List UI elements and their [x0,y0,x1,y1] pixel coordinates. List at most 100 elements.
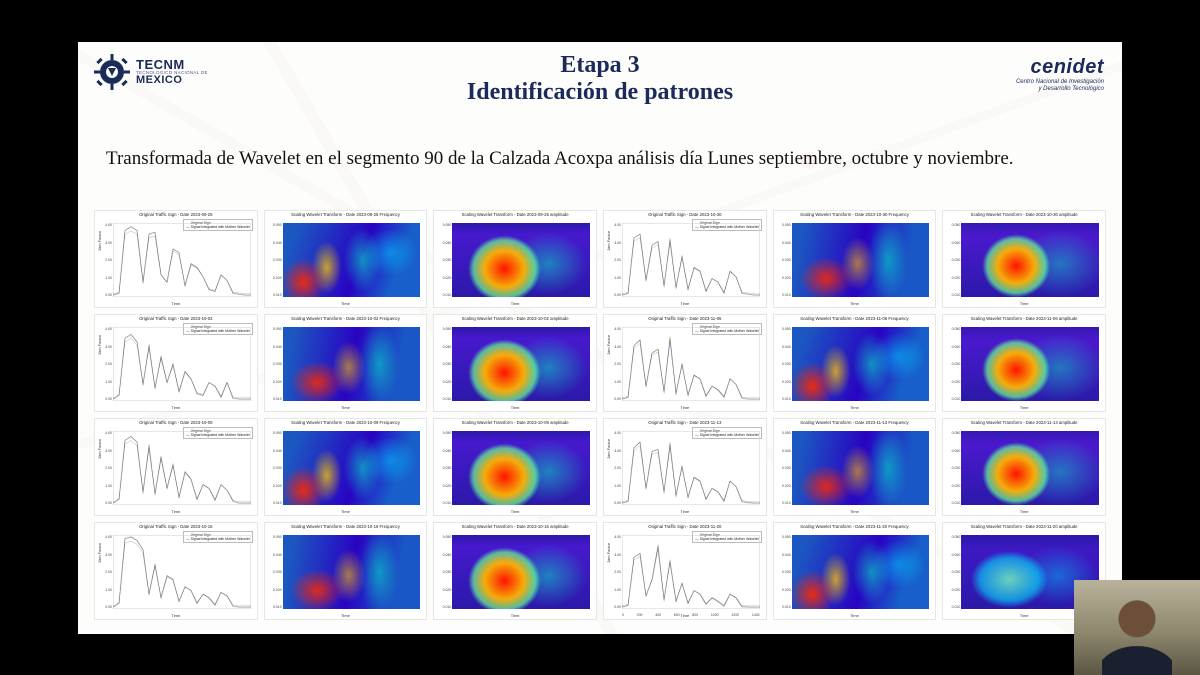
y-ticks: 0.0500.0400.0300.0200.010 [946,327,960,401]
plot-axes [113,431,251,505]
x-axis-label: Time [265,405,427,410]
presenter-webcam [1074,580,1200,675]
slide-subtitle: Transformada de Wavelet en el segmento 9… [106,146,1094,172]
panel-1-5: Scaling Wavelet Transform - Date 2023-11… [942,314,1106,412]
panel-0-3: Original Traffic Sign - Date 2023-10-30—… [603,210,767,308]
panel-title: Original Traffic Sign - Date 2023-10-16 [95,524,257,529]
panel-2-1: Scaling Wavelet Transform - Date 2023-10… [264,418,428,516]
x-axis-label: Time [604,509,766,514]
panel-title: Scaling Wavelet Transform - Date 2023-09… [265,212,427,217]
plot-axes [622,431,760,505]
panel-title: Scaling Wavelet Transform - Date 2023-11… [943,524,1105,529]
panel-title: Original Traffic Sign - Date 2023-09-25 [95,212,257,217]
slide: TECNM TECNOLOGICO NACIONAL DE MEXICO Eta… [78,42,1122,634]
panel-title: Scaling Wavelet Transform - Date 2023-10… [265,524,427,529]
heatmap [792,535,930,609]
heatmap [452,535,590,609]
y-ticks: 4.003.002.001.000.00 [607,223,621,297]
panel-0-0: Original Traffic Sign - Date 2023-09-25—… [94,210,258,308]
plot-axes [622,223,760,297]
plot-axes [113,535,251,609]
panel-title: Original Traffic Sign - Date 2023-11-13 [604,420,766,425]
panel-title: Original Traffic Sign - Date 2023-11-06 [604,316,766,321]
panel-2-4: Scaling Wavelet Transform - Date 2023-11… [773,418,937,516]
heatmap [452,223,590,297]
stage: TECNM TECNOLOGICO NACIONAL DE MEXICO Eta… [0,0,1200,675]
heatmap [283,535,421,609]
x-axis-label: Time [434,301,596,306]
y-ticks: 0.0500.0400.0300.0200.010 [268,535,282,609]
y-ticks: 4.003.002.001.000.00 [98,431,112,505]
x-axis-label: Time [95,301,257,306]
y-ticks: 4.003.002.001.000.00 [607,327,621,401]
panel-1-1: Scaling Wavelet Transform - Date 2023-10… [264,314,428,412]
plot-axes [622,535,760,609]
panel-3-3: Original Traffic Sign - Date 2023-11-20—… [603,522,767,620]
x-axis-label: Time [604,613,766,618]
panel-0-2: Scaling Wavelet Transform - Date 2023-09… [433,210,597,308]
cenidet-label-3: y Desarrollo Tecnológico [1016,86,1104,93]
panel-title: Scaling Wavelet Transform - Date 2023-10… [265,420,427,425]
panel-2-5: Scaling Wavelet Transform - Date 2023-11… [942,418,1106,516]
x-axis-label: Time [774,509,936,514]
panel-3-0: Original Traffic Sign - Date 2023-10-16—… [94,522,258,620]
title-line-1: Etapa 3 [78,52,1122,79]
y-ticks: 0.0500.0400.0300.0200.010 [777,535,791,609]
panel-1-3: Original Traffic Sign - Date 2023-11-06—… [603,314,767,412]
panel-2-0: Original Traffic Sign - Date 2023-10-09—… [94,418,258,516]
x-axis-label: Time [434,405,596,410]
y-ticks: 0.0500.0400.0300.0200.010 [777,327,791,401]
x-axis-label: Time [434,613,596,618]
panel-title: Scaling Wavelet Transform - Date 2023-10… [265,316,427,321]
heatmap [792,327,930,401]
panel-title: Scaling Wavelet Transform - Date 2023-10… [434,524,596,529]
panel-2-2: Scaling Wavelet Transform - Date 2023-10… [433,418,597,516]
plot-axes [113,327,251,401]
cenidet-label-2: Centro Nacional de Investigación [1016,79,1104,86]
panel-title: Original Traffic Sign - Date 2023-10-30 [604,212,766,217]
cenidet-logo: cenidet Centro Nacional de Investigación… [1016,56,1104,92]
y-ticks: 4.003.002.001.000.00 [98,327,112,401]
heatmap [452,327,590,401]
panel-0-5: Scaling Wavelet Transform - Date 2023-10… [942,210,1106,308]
plot-axes [622,327,760,401]
panel-title: Scaling Wavelet Transform - Date 2023-11… [943,316,1105,321]
panel-title: Original Traffic Sign - Date 2023-10-02 [95,316,257,321]
chart-grid: Original Traffic Sign - Date 2023-09-25—… [94,210,1106,620]
y-ticks: 0.0500.0400.0300.0200.010 [437,327,451,401]
x-axis-label: Time [95,509,257,514]
panel-3-1: Scaling Wavelet Transform - Date 2023-10… [264,522,428,620]
panel-title: Scaling Wavelet Transform - Date 2023-11… [774,420,936,425]
panel-title: Scaling Wavelet Transform - Date 2023-11… [774,316,936,321]
x-axis-label: Time [943,509,1105,514]
x-axis-label: Time [265,301,427,306]
heatmap [452,431,590,505]
heatmap [283,327,421,401]
panel-2-3: Original Traffic Sign - Date 2023-11-13—… [603,418,767,516]
x-axis-label: Time [774,405,936,410]
heatmap [792,431,930,505]
plot-axes [113,223,251,297]
heatmap [792,223,930,297]
heatmap [283,223,421,297]
x-axis-label: Time [774,613,936,618]
panel-title: Scaling Wavelet Transform - Date 2023-10… [434,420,596,425]
panel-title: Scaling Wavelet Transform - Date 2023-11… [774,524,936,529]
x-axis-label: Time [95,405,257,410]
panel-title: Original Traffic Sign - Date 2023-11-20 [604,524,766,529]
heatmap [961,327,1099,401]
panel-1-2: Scaling Wavelet Transform - Date 2023-10… [433,314,597,412]
y-ticks: 0.0500.0400.0300.0200.010 [268,431,282,505]
panel-1-4: Scaling Wavelet Transform - Date 2023-11… [773,314,937,412]
x-axis-label: Time [434,509,596,514]
title-line-2: Identificación de patrones [78,79,1122,106]
panel-3-2: Scaling Wavelet Transform - Date 2023-10… [433,522,597,620]
cenidet-label-1: cenidet [1016,56,1104,79]
heatmap [961,431,1099,505]
y-ticks: 0.0500.0400.0300.0200.010 [437,431,451,505]
panel-title: Scaling Wavelet Transform - Date 2023-09… [434,212,596,217]
x-axis-label: Time [943,301,1105,306]
y-ticks: 4.003.002.001.000.00 [607,535,621,609]
panel-title: Original Traffic Sign - Date 2023-10-09 [95,420,257,425]
y-ticks: 0.0500.0400.0300.0200.010 [268,327,282,401]
